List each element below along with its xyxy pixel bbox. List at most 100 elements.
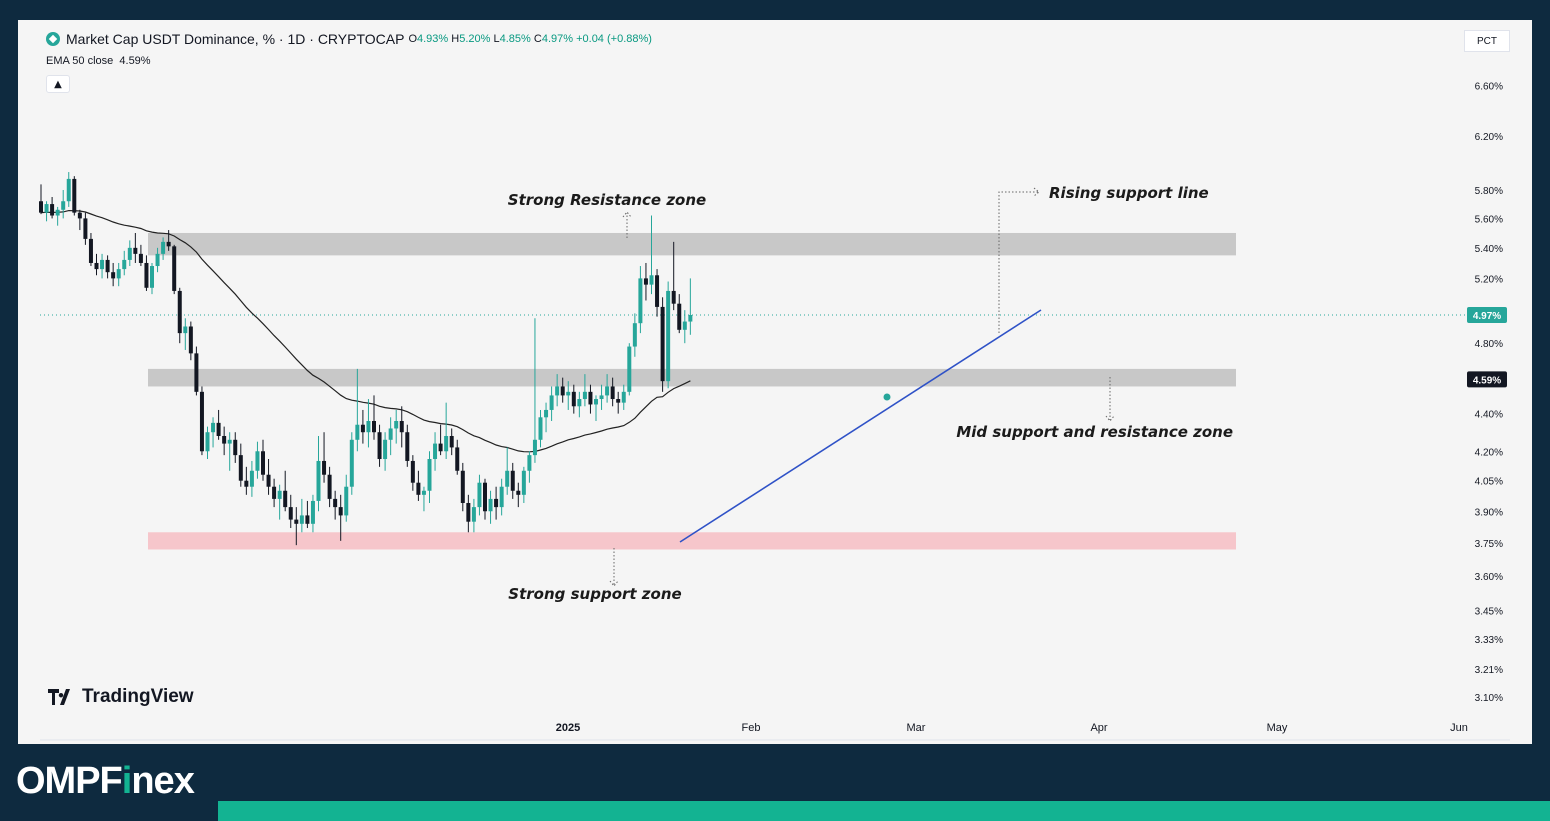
candle-body xyxy=(199,391,204,452)
candle-body xyxy=(238,455,243,481)
candle-body xyxy=(266,474,271,487)
zone-mid xyxy=(148,368,1236,387)
candle-body xyxy=(544,409,549,418)
candle-body xyxy=(571,391,576,407)
symbol-title[interactable]: Market Cap USDT Dominance, % · 1D · CRYP… xyxy=(66,31,405,47)
candle-body xyxy=(677,303,682,330)
candle-body xyxy=(100,259,105,270)
candle-body xyxy=(372,421,376,433)
y-axis-tick: 5.60% xyxy=(1475,214,1503,225)
candle-body xyxy=(560,386,565,396)
y-axis-tick: 4.05% xyxy=(1475,477,1503,488)
candle-body xyxy=(555,386,560,396)
y-axis-tick: 5.80% xyxy=(1475,186,1503,197)
y-axis-tick: 6.60% xyxy=(1475,81,1503,92)
y-axis-tick: 6.20% xyxy=(1475,132,1503,143)
candle-body xyxy=(144,262,149,288)
last-price-badge: 4.97% xyxy=(1473,311,1501,322)
candle-body xyxy=(150,266,154,288)
candle-body xyxy=(177,290,182,334)
y-axis-tick: 3.75% xyxy=(1475,539,1503,550)
candle-body xyxy=(405,432,410,461)
candle-body xyxy=(88,238,93,263)
candle-body xyxy=(55,209,60,216)
candle-body xyxy=(505,470,510,487)
y-axis-tick: 4.40% xyxy=(1475,410,1503,421)
candle-body xyxy=(66,178,71,202)
candle-body xyxy=(322,460,327,475)
signal-dot xyxy=(883,393,891,401)
x-axis-tick: May xyxy=(1267,722,1288,734)
ema-price-badge-bg xyxy=(1467,371,1507,388)
candle-body xyxy=(305,515,310,524)
candle-body xyxy=(549,395,554,410)
candle-body xyxy=(433,443,438,460)
candle-body xyxy=(421,490,426,495)
x-axis-tick: Apr xyxy=(1090,722,1107,734)
high-value: 5.20% xyxy=(459,33,491,45)
candle-body xyxy=(532,439,537,456)
candle-body xyxy=(499,486,504,508)
tradingview-wordmark: TradingView xyxy=(82,686,194,707)
x-axis-tick: Feb xyxy=(742,722,761,734)
y-axis-tick: 3.33% xyxy=(1475,635,1503,646)
candle-body xyxy=(133,247,138,254)
resistance-arrow xyxy=(622,211,632,238)
candle-body xyxy=(261,451,265,475)
candle-body xyxy=(327,474,332,499)
candle-body xyxy=(366,421,371,433)
candle-body xyxy=(355,424,360,440)
pct-scale-button[interactable]: PCT xyxy=(1464,30,1510,52)
candle-body xyxy=(111,272,116,279)
zone-resistance xyxy=(148,232,1236,256)
candle-body xyxy=(460,470,465,503)
candle-body xyxy=(566,391,571,396)
candle-body xyxy=(294,519,299,524)
candle-body xyxy=(471,507,476,522)
chevron-up-icon[interactable]: ▲ xyxy=(46,75,70,93)
last-price-badge-bg xyxy=(1467,307,1507,324)
change-value: +0.04 (+0.88%) xyxy=(576,33,652,45)
candle-body xyxy=(233,439,238,456)
brand-accent-letter: i xyxy=(121,760,133,802)
candle-body xyxy=(299,515,304,524)
candle-body xyxy=(427,459,432,491)
candle-body xyxy=(483,482,487,512)
candle-body xyxy=(183,326,188,334)
candle-body xyxy=(222,435,227,444)
top-bar xyxy=(0,0,1550,20)
candle-body xyxy=(516,490,521,495)
candle-body xyxy=(172,246,177,291)
candle-body xyxy=(122,259,127,270)
candle-body xyxy=(582,391,587,400)
candle-body xyxy=(627,346,632,392)
candle-body xyxy=(610,386,615,400)
price-chart[interactable]: Strong Resistance zone Strong support zon… xyxy=(0,0,1550,744)
candle-body xyxy=(166,241,171,247)
chart-header: Market Cap USDT Dominance, % · 1D · CRYP… xyxy=(46,31,652,47)
ema-value: 4.59% xyxy=(119,55,151,67)
candle-body xyxy=(477,482,482,508)
tradingview-logo[interactable]: TradingView xyxy=(48,686,194,708)
candle-body xyxy=(283,490,288,508)
candle-body xyxy=(277,490,282,499)
x-axis-tick: Mar xyxy=(907,722,926,734)
zone-support xyxy=(148,532,1236,550)
support-arrow xyxy=(609,548,619,587)
candle-body xyxy=(588,391,593,405)
candle-body xyxy=(188,326,193,354)
candle-body xyxy=(455,447,460,471)
candle-body xyxy=(599,395,604,400)
y-axis-tick: 4.20% xyxy=(1475,447,1503,458)
candle-body xyxy=(161,241,166,254)
brand-part-2: nex xyxy=(131,760,194,802)
ema-legend[interactable]: EMA 50 close 4.59% xyxy=(46,55,151,67)
candle-body xyxy=(61,201,66,210)
y-axis-tick: 4.80% xyxy=(1475,339,1503,350)
candle-body xyxy=(255,451,260,471)
candle-body xyxy=(449,435,454,448)
candle-body xyxy=(416,482,421,495)
candle-body xyxy=(616,399,621,403)
close-value: 4.97% xyxy=(541,33,574,45)
footer-accent-strip xyxy=(218,801,1550,821)
